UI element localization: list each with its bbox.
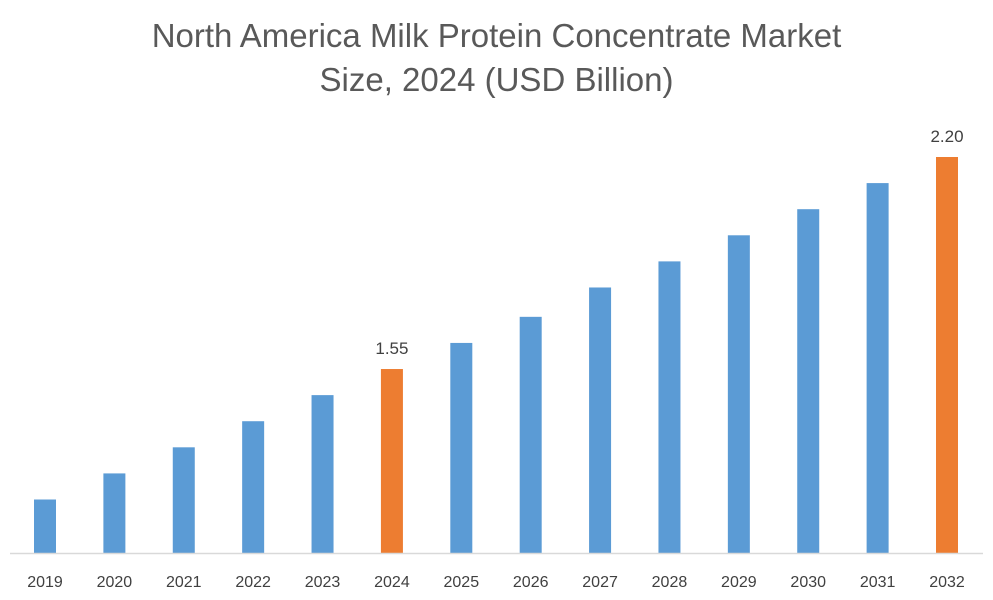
bar-2030 bbox=[797, 209, 820, 553]
data-label-2024: 1.55 bbox=[375, 339, 408, 358]
bar-2021 bbox=[172, 447, 195, 553]
bar-2032 bbox=[936, 157, 958, 553]
chart-title-line2: Size, 2024 (USD Billion) bbox=[319, 61, 674, 98]
chart-title: North America Milk Protein Concentrate M… bbox=[0, 14, 993, 102]
bar-2024 bbox=[380, 369, 403, 553]
bar-2025 bbox=[450, 342, 473, 553]
x-tick-label: 2023 bbox=[305, 574, 341, 591]
x-tick-label: 2019 bbox=[27, 574, 63, 591]
bar-2023 bbox=[311, 395, 334, 553]
bar-2026 bbox=[519, 316, 542, 553]
bar-2029 bbox=[727, 235, 750, 553]
x-tick-label: 2021 bbox=[166, 574, 202, 591]
x-tick-label: 2024 bbox=[374, 574, 410, 591]
x-tick-label: 2031 bbox=[860, 574, 896, 591]
bar-2031 bbox=[866, 183, 889, 553]
x-tick-label: 2027 bbox=[582, 574, 618, 591]
x-tick-label: 2028 bbox=[652, 574, 688, 591]
bar-2027 bbox=[589, 287, 612, 553]
bar-2020 bbox=[103, 473, 126, 553]
x-tick-label: 2032 bbox=[929, 574, 965, 591]
chart-title-line1: North America Milk Protein Concentrate M… bbox=[151, 17, 842, 54]
bar-2022 bbox=[242, 421, 265, 553]
x-tick-label: 2029 bbox=[721, 574, 757, 591]
bar-2028 bbox=[658, 261, 681, 553]
bar-2019 bbox=[34, 499, 56, 553]
x-tick-label: 2026 bbox=[513, 574, 549, 591]
x-tick-label: 2020 bbox=[97, 574, 133, 591]
x-tick-label: 2022 bbox=[235, 574, 271, 591]
x-tick-label: 2025 bbox=[444, 574, 480, 591]
data-label-2032: 2.20 bbox=[930, 127, 963, 146]
x-tick-label: 2030 bbox=[790, 574, 826, 591]
